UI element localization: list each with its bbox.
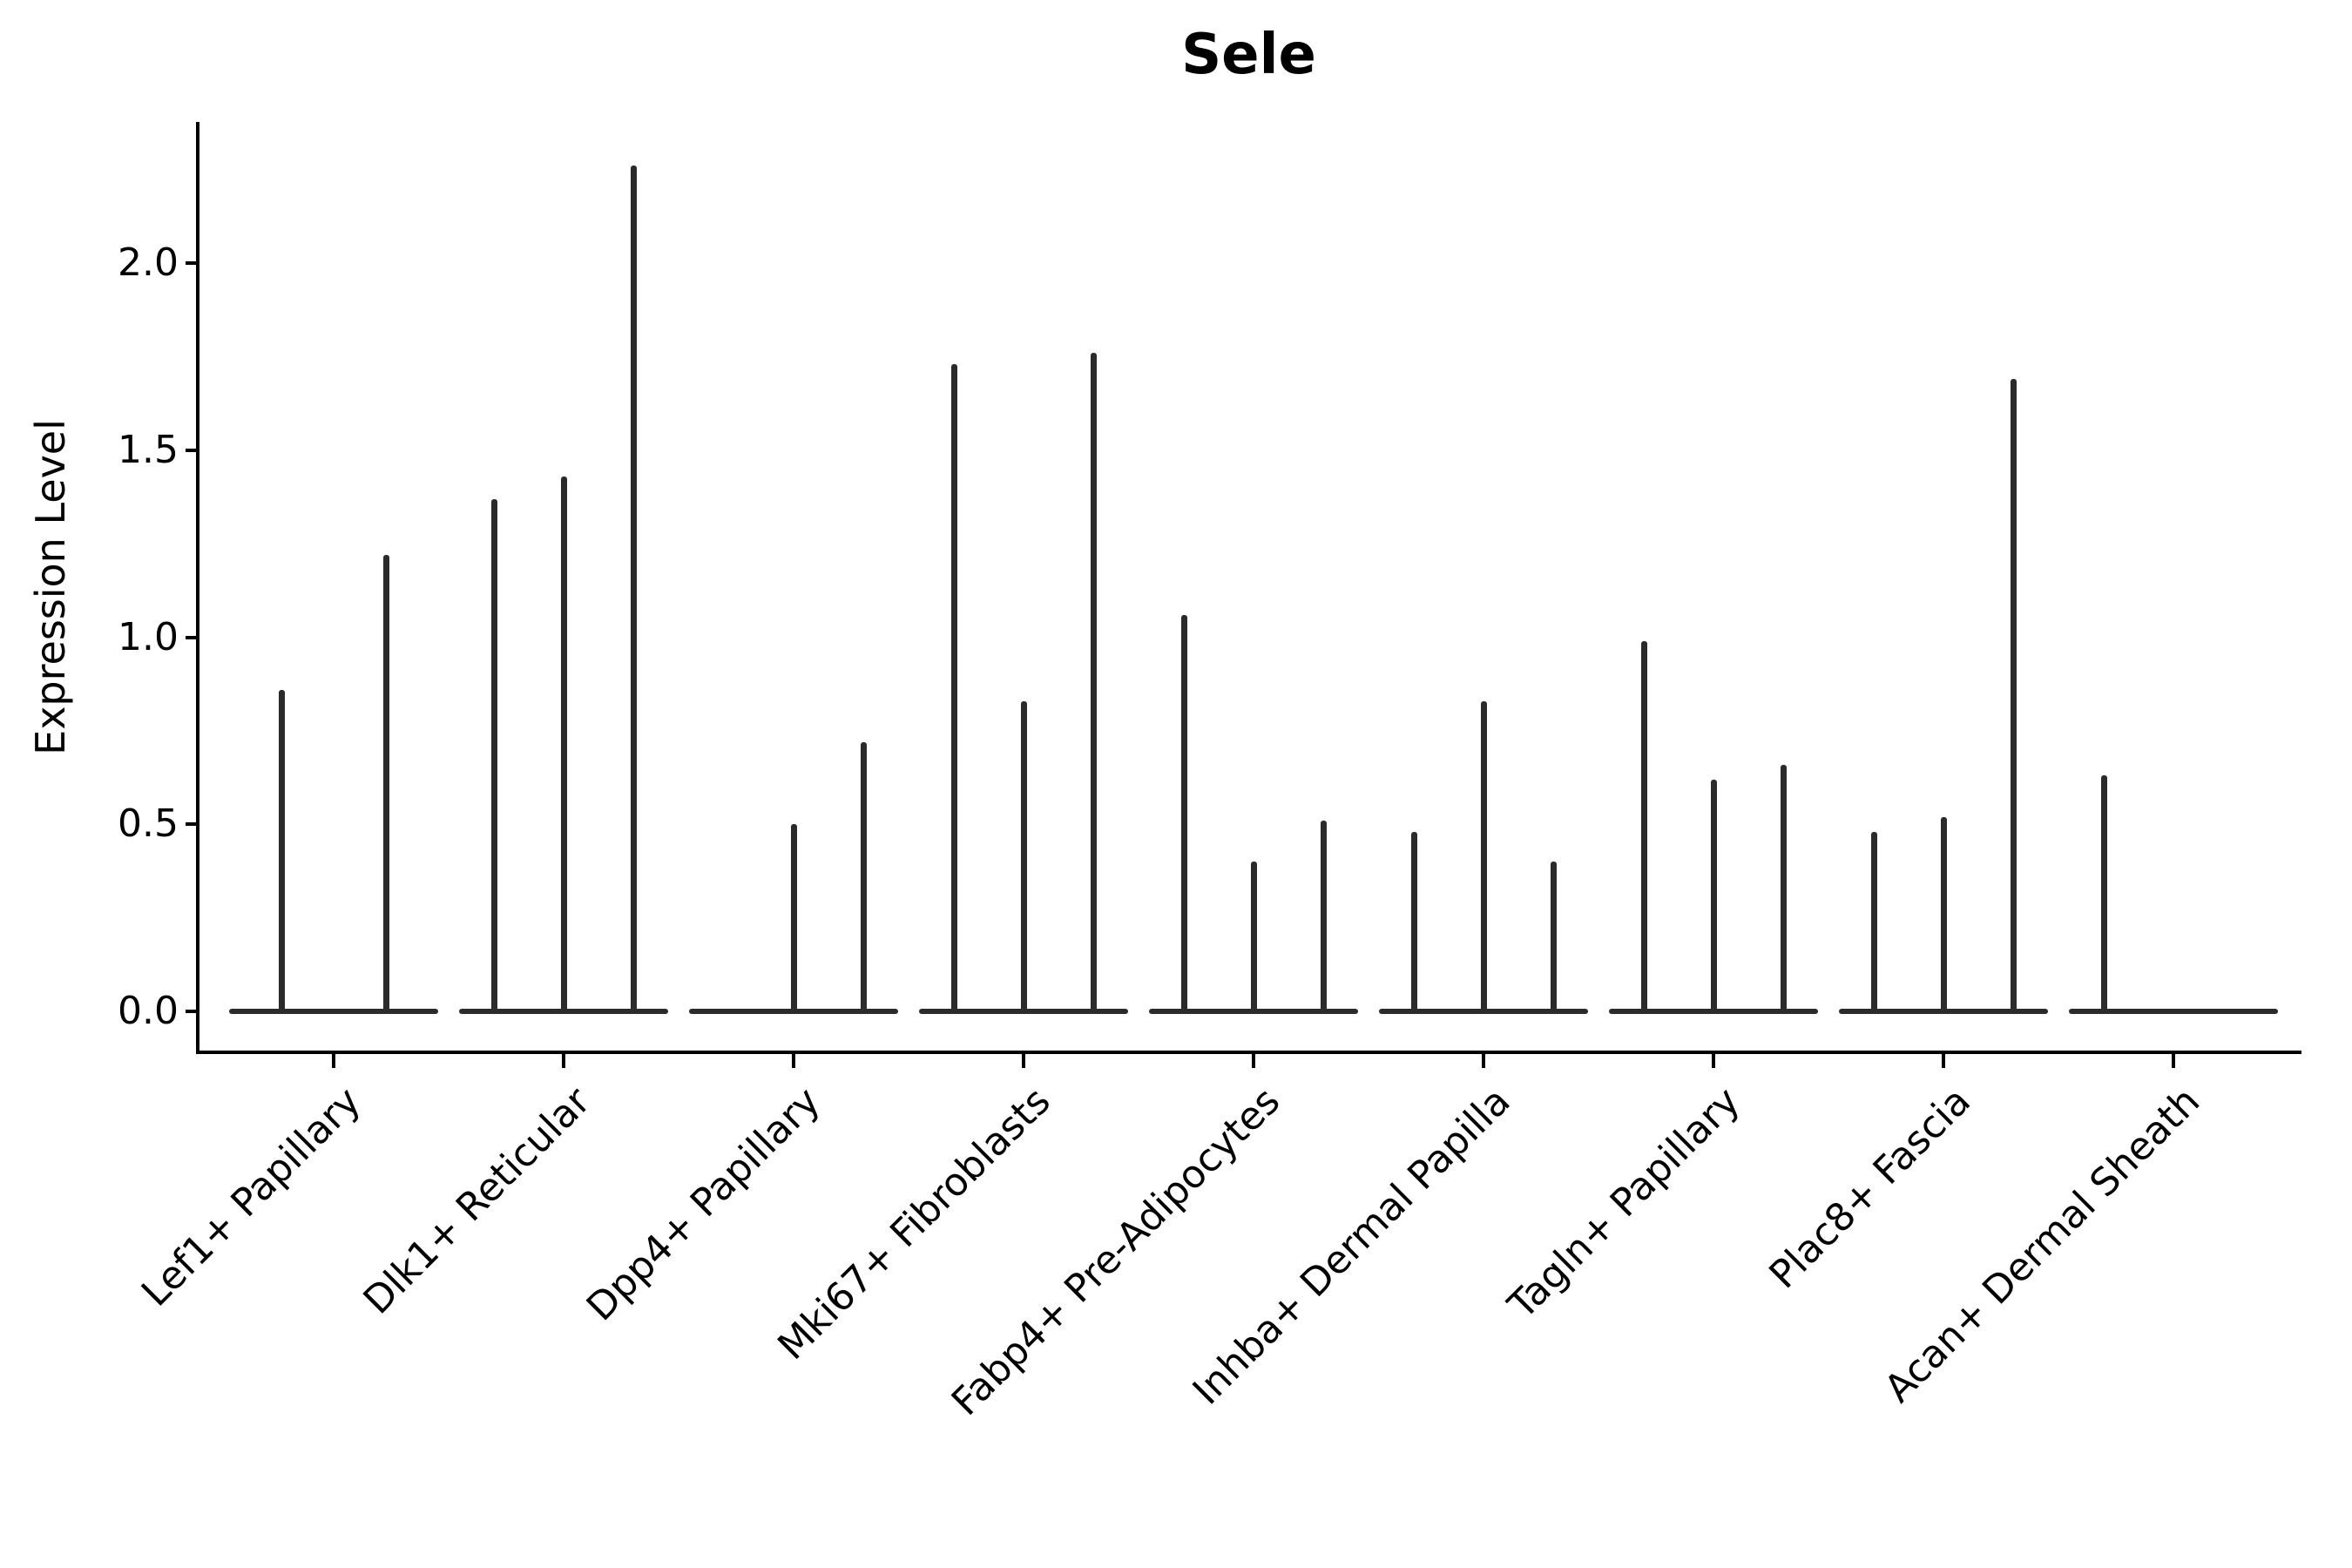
violin-spike: [1780, 764, 1787, 1014]
y-tick-label: 0.5: [118, 801, 179, 847]
x-tick-mark: [2172, 1054, 2175, 1068]
y-tick-mark: [186, 261, 198, 265]
violin-spike: [860, 741, 867, 1014]
x-tick-label: Tagln+ Papillary: [1500, 1078, 1749, 1328]
violin-spike: [1250, 862, 1257, 1014]
violin-spike: [630, 166, 637, 1014]
violin-spike: [278, 689, 285, 1014]
violin-spike: [1180, 614, 1187, 1014]
y-tick-label: 0.0: [118, 989, 179, 1033]
violin-zero-baseline: [2069, 1009, 2278, 1014]
violin-spike: [1640, 640, 1647, 1014]
violin-spike: [1410, 831, 1417, 1014]
x-tick-mark: [1022, 1054, 1025, 1068]
y-axis-label: Expression Level: [27, 419, 74, 755]
x-tick-mark: [1942, 1054, 1945, 1068]
y-tick-label: 1.0: [118, 614, 179, 659]
violin-spike: [1940, 816, 1947, 1014]
violin-spike: [2010, 379, 2017, 1014]
y-tick-mark: [186, 1010, 198, 1013]
violin-spike: [490, 498, 497, 1014]
y-tick-label: 2.0: [118, 240, 179, 285]
x-axis-spine: [196, 1051, 2301, 1054]
violin-spike: [1710, 779, 1717, 1014]
x-tick-label: Dpp4+ Papillary: [578, 1078, 829, 1330]
violin-zero-baseline: [229, 1009, 438, 1014]
y-tick-mark: [186, 448, 198, 452]
y-tick-mark: [186, 822, 198, 827]
y-tick-label: 1.5: [118, 427, 179, 472]
violin-spike: [950, 363, 957, 1014]
violin-spike: [1480, 700, 1487, 1014]
violin-spike: [382, 555, 389, 1014]
violin-spike: [1020, 700, 1027, 1014]
y-axis-spine: [196, 122, 199, 1054]
x-tick-mark: [1482, 1054, 1485, 1068]
violin-spike: [1320, 820, 1327, 1014]
x-tick-mark: [332, 1054, 335, 1068]
x-tick-label: Dlk1+ Reticular: [355, 1078, 599, 1323]
y-tick-mark: [186, 635, 198, 639]
x-tick-label: Plac8+ Fascia: [1761, 1078, 1979, 1298]
violin-spike: [790, 824, 797, 1014]
violin-spike: [560, 476, 567, 1014]
x-tick-label: Lef1+ Papillary: [132, 1078, 369, 1315]
violin-spike: [1090, 353, 1097, 1014]
x-tick-mark: [792, 1054, 795, 1068]
violin-spike: [1550, 862, 1557, 1014]
chart-title: Sele: [1181, 23, 1316, 87]
violin-spike: [2100, 775, 2107, 1014]
violin-spike: [1870, 831, 1877, 1014]
x-tick-mark: [1712, 1054, 1715, 1068]
x-tick-mark: [562, 1054, 565, 1068]
x-tick-mark: [1252, 1054, 1255, 1068]
